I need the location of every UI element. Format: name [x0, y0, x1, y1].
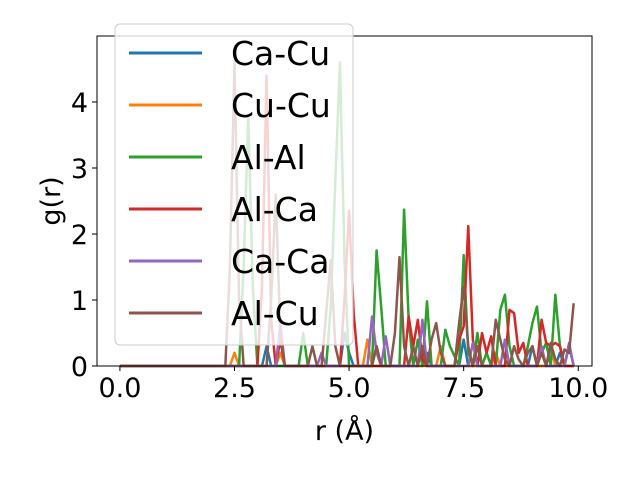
- y-axis-label: g(r): [36, 176, 67, 225]
- x-axis: 0.0 2.5 5.0 7.5 10.0: [98, 366, 608, 404]
- y-axis: 0 1 2 3 4: [71, 88, 97, 383]
- legend: Ca-Cu Cu-Cu Al-Al Al-Ca Ca-Ca Al-Cu: [114, 23, 354, 346]
- x-tick-label: 7.5: [442, 373, 485, 404]
- y-tick-label: 3: [71, 154, 88, 185]
- x-tick-label: 0.0: [98, 373, 141, 404]
- y-tick-label: 1: [71, 286, 88, 317]
- y-tick-label: 4: [71, 88, 88, 119]
- x-axis-label: r (Å): [315, 415, 374, 447]
- legend-label: Al-Ca: [231, 190, 318, 229]
- legend-label: Al-Al: [231, 138, 306, 177]
- legend-label: Ca-Cu: [231, 34, 330, 73]
- y-tick-label: 2: [71, 220, 88, 251]
- legend-label: Al-Cu: [231, 294, 319, 333]
- x-tick-label: 10.0: [548, 373, 608, 404]
- legend-label: Ca-Ca: [231, 242, 329, 281]
- y-tick-label: 0: [71, 352, 88, 383]
- x-tick-label: 2.5: [213, 373, 256, 404]
- legend-label: Cu-Cu: [231, 86, 331, 125]
- x-tick-label: 5.0: [328, 373, 371, 404]
